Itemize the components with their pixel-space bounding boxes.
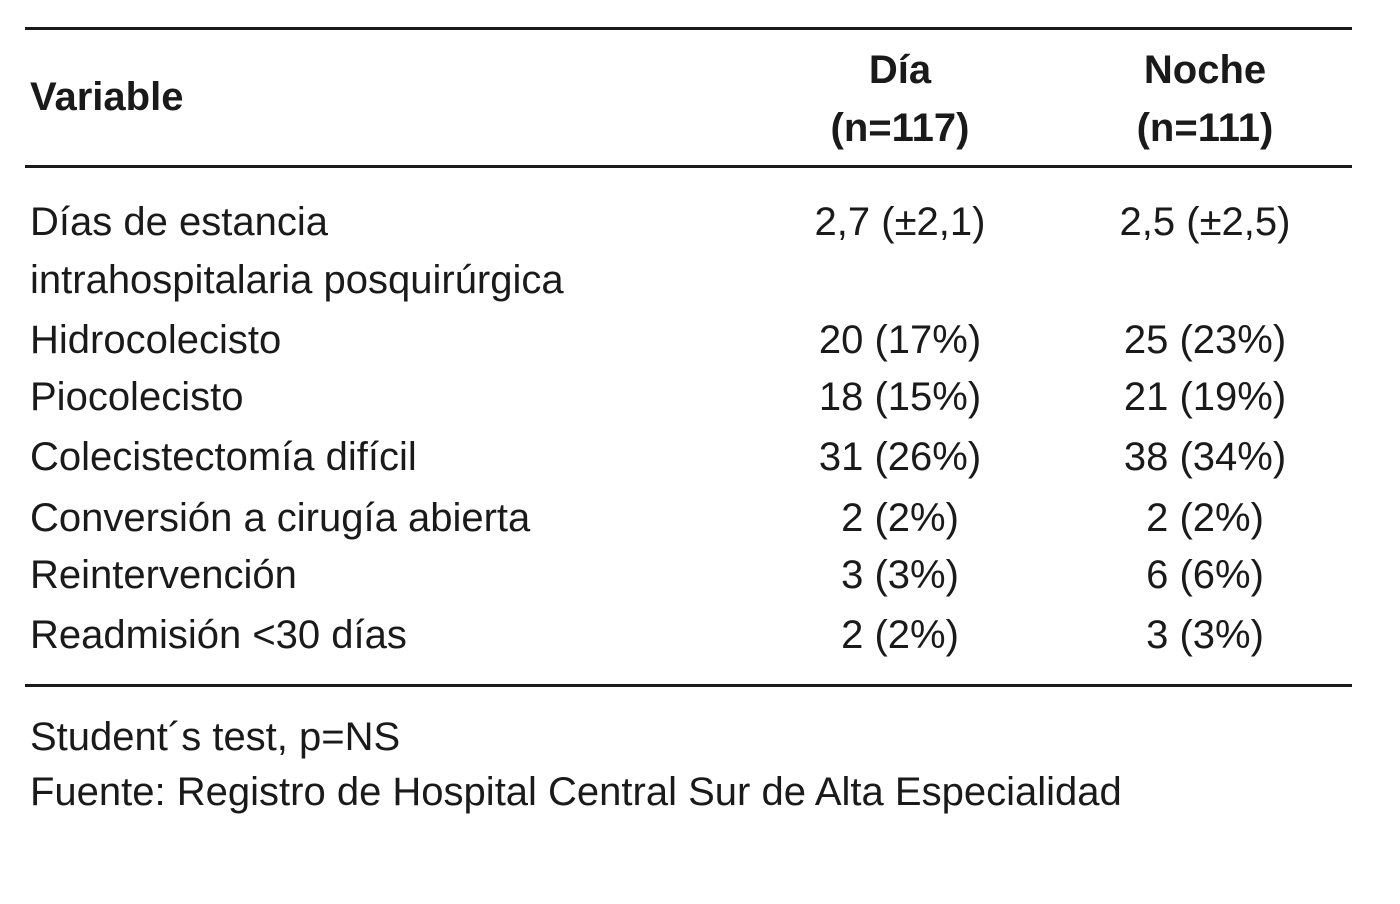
row-day: 31 (26%) xyxy=(818,435,982,479)
header-day: Día xyxy=(868,48,932,92)
header-night-n: (n=111) xyxy=(1136,106,1274,150)
row-label: Hidrocolecisto xyxy=(30,318,282,362)
row-night: 6 (6%) xyxy=(1146,553,1264,597)
row-day: 2 (2%) xyxy=(841,496,959,540)
header-rule xyxy=(25,165,1352,168)
row-night: 2 (2%) xyxy=(1146,496,1264,540)
row-day: 18 (15%) xyxy=(818,375,982,419)
row-label-line2: intrahospitalaria posquirúrgica xyxy=(30,258,564,302)
row-label: Piocolecisto xyxy=(30,375,244,419)
row-label: Colecistectomía difícil xyxy=(30,435,417,479)
row-day: 3 (3%) xyxy=(841,553,959,597)
row-day: 2,7 (±2,1) xyxy=(814,200,986,244)
row-label: Readmisión <30 días xyxy=(30,613,407,657)
header-night: Noche xyxy=(1143,48,1267,92)
header-day-n: (n=117) xyxy=(830,106,970,150)
footer-source: Fuente: Registro de Hospital Central Sur… xyxy=(30,770,1122,814)
row-night: 3 (3%) xyxy=(1146,613,1264,657)
row-night: 25 (23%) xyxy=(1123,318,1287,362)
row-label: Conversión a cirugía abierta xyxy=(30,496,531,540)
row-night: 21 (19%) xyxy=(1123,375,1287,419)
bottom-rule xyxy=(25,684,1352,687)
row-day: 20 (17%) xyxy=(818,318,982,362)
footer-note: Student´s test, p=NS xyxy=(30,715,401,759)
row-night: 38 (34%) xyxy=(1123,435,1287,479)
row-day: 2 (2%) xyxy=(841,613,959,657)
row-night: 2,5 (±2,5) xyxy=(1119,200,1291,244)
header-variable: Variable xyxy=(30,75,184,119)
row-label: Días de estancia xyxy=(30,200,328,244)
row-label: Reintervención xyxy=(30,553,297,597)
top-rule xyxy=(25,27,1352,30)
